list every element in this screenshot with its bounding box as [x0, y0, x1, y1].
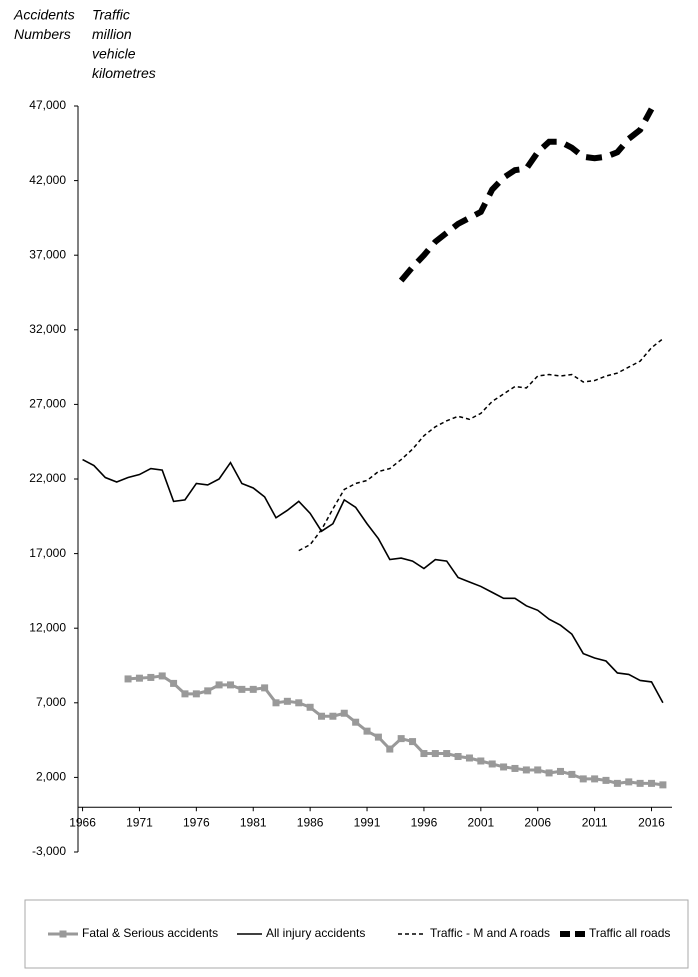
series-line	[82, 458, 664, 704]
legend-label: All injury accidents	[266, 926, 365, 940]
y-tick-label: 32,000	[29, 322, 66, 336]
marker	[488, 760, 496, 768]
axis-label: vehicle	[92, 46, 136, 62]
marker	[340, 709, 348, 717]
x-tick-label: 2016	[638, 815, 665, 829]
y-tick-label: 42,000	[29, 173, 66, 187]
marker	[170, 679, 178, 687]
marker	[511, 764, 519, 772]
marker	[602, 776, 610, 784]
marker	[648, 779, 656, 787]
legend-marker	[59, 930, 67, 938]
series-line	[298, 338, 664, 552]
marker	[477, 757, 485, 765]
y-tick-label: 7,000	[36, 695, 66, 709]
marker	[352, 718, 360, 726]
marker	[215, 681, 223, 689]
axis-label: Accidents	[13, 7, 75, 23]
marker	[306, 703, 314, 711]
marker	[636, 779, 644, 787]
marker	[568, 770, 576, 778]
x-tick-label: 1976	[183, 815, 210, 829]
marker	[283, 697, 291, 705]
legend-box	[24, 899, 689, 969]
marker	[192, 690, 200, 698]
x-tick-label: 2011	[582, 815, 608, 829]
x-tick-label: 1981	[240, 815, 267, 829]
y-tick-label: 12,000	[29, 620, 66, 634]
marker	[579, 775, 587, 783]
marker	[135, 674, 143, 682]
y-tick-label: 27,000	[29, 397, 66, 411]
legend-label: Traffic - M and A roads	[430, 926, 550, 940]
marker	[420, 750, 428, 758]
marker	[443, 750, 451, 758]
y-tick-label: 47,000	[29, 98, 66, 112]
marker	[295, 699, 303, 707]
x-tick-label: 1991	[354, 815, 381, 829]
y-tick-label: 22,000	[29, 471, 66, 485]
y-tick-label: -3,000	[32, 844, 66, 858]
legend-label: Traffic all roads	[589, 926, 670, 940]
axis-label: kilometres	[92, 65, 156, 81]
marker	[659, 781, 667, 789]
marker	[181, 690, 189, 698]
series-line	[398, 107, 655, 283]
axis-label: Numbers	[14, 26, 71, 42]
marker	[363, 727, 371, 735]
marker	[329, 712, 337, 720]
marker	[249, 685, 257, 693]
marker	[204, 687, 212, 695]
marker	[409, 738, 417, 746]
marker	[591, 775, 599, 783]
y-tick-label: 37,000	[29, 247, 66, 261]
marker	[386, 745, 394, 753]
marker	[272, 699, 280, 707]
marker	[431, 750, 439, 758]
x-tick-label: 1966	[69, 815, 96, 829]
marker	[397, 735, 405, 743]
marker	[374, 733, 382, 741]
axis-label: million	[92, 26, 132, 42]
marker	[124, 675, 132, 683]
marker	[500, 763, 508, 771]
marker	[226, 681, 234, 689]
marker	[613, 779, 621, 787]
marker	[261, 684, 269, 692]
marker	[318, 712, 326, 720]
marker	[454, 753, 462, 761]
x-tick-label: 1971	[126, 815, 153, 829]
marker	[147, 673, 155, 681]
marker	[238, 685, 246, 693]
marker	[465, 754, 473, 762]
axis-label: Traffic	[92, 7, 130, 23]
marker	[534, 766, 542, 774]
marker	[545, 769, 553, 777]
x-tick-label: 1986	[297, 815, 324, 829]
marker	[158, 672, 166, 680]
marker	[522, 766, 530, 774]
x-tick-label: 2006	[524, 815, 551, 829]
x-tick-label: 2001	[467, 815, 494, 829]
legend-label: Fatal & Serious accidents	[82, 926, 218, 940]
y-tick-label: 17,000	[29, 546, 66, 560]
x-tick-label: 1996	[411, 815, 438, 829]
y-tick-label: 2,000	[36, 770, 66, 784]
marker	[625, 778, 633, 786]
marker	[556, 767, 564, 775]
